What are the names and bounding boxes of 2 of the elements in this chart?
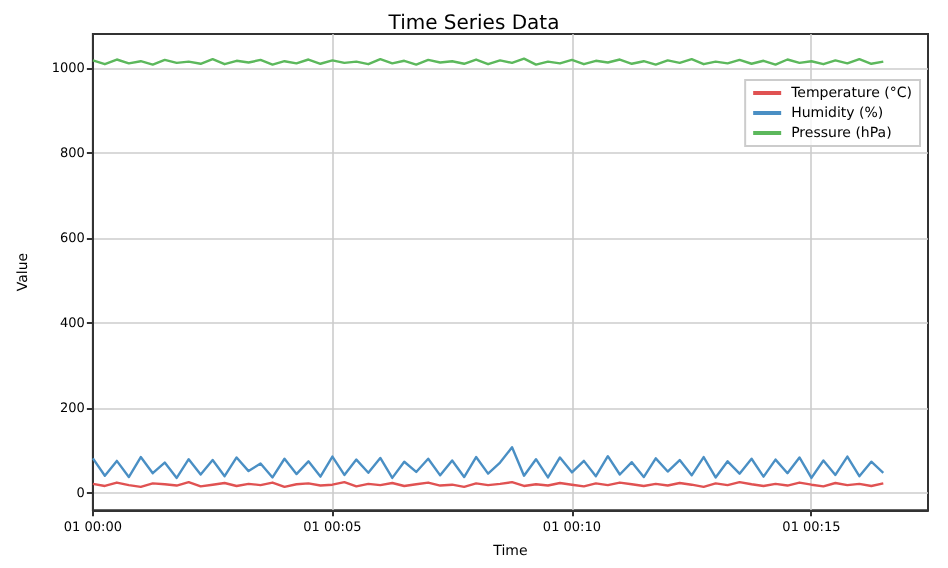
chart-title: Time Series Data [386,13,560,35]
line-series [91,446,885,480]
